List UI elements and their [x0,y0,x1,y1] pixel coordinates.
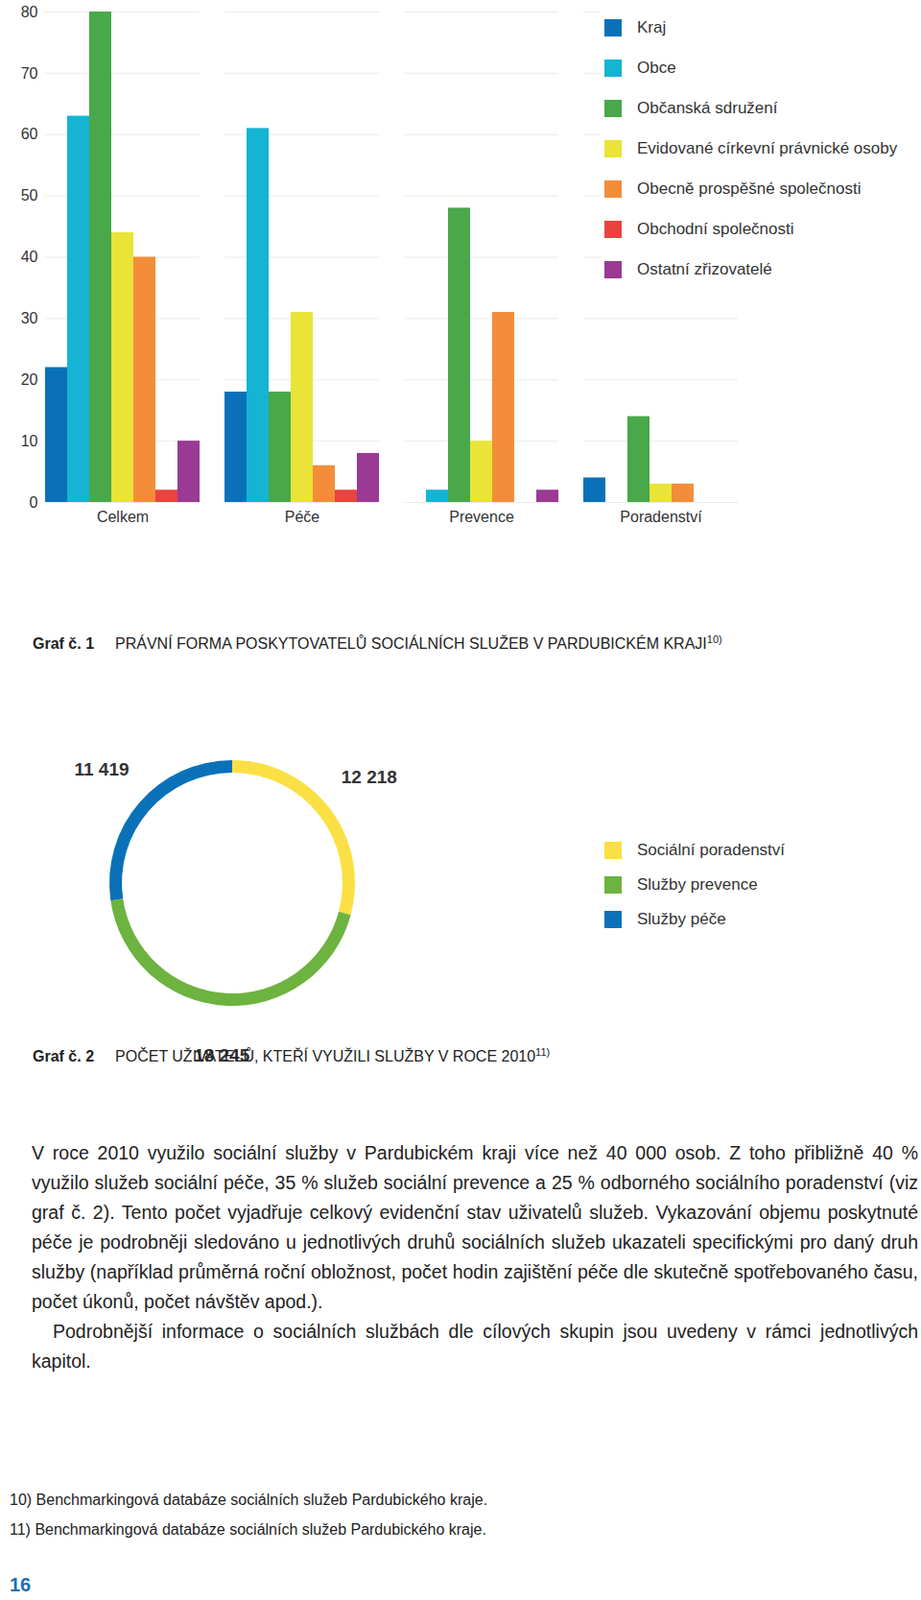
svg-text:40: 40 [21,248,39,265]
html-text:Služby péče: Služby péče [637,909,726,928]
html-text:Obchodní společnosti: Obchodní společnosti [637,219,794,238]
svg-text:30: 30 [21,309,39,327]
html-text:Evidované církevní právnické o: Evidované církevní právnické osoby [637,139,898,158]
html-text:16: 16 [9,1573,31,1595]
html-text:Ostatní zřizovatelé: Ostatní zřizovatelé [637,259,773,279]
svg-text:20: 20 [21,371,39,388]
svg-text:80: 80 [21,3,39,21]
html-text:Kraj: Kraj [637,18,666,37]
html-text:POČET UŽIVATELŮ, KTEŘÍ VYUŽILI: POČET UŽIVATELŮ, KTEŘÍ VYUŽILI SLUŽBY V … [115,1047,536,1065]
html-text:PRÁVNÍ FORMA POSKYTOVATELŮ SOC: PRÁVNÍ FORMA POSKYTOVATELŮ SOCIÁLNÍCH SL… [115,633,723,652]
html-text:11): 11) [535,1045,550,1058]
html-text:Občanská sdružení: Občanská sdružení [637,98,778,118]
svg-text:10: 10 [21,432,39,449]
html-text:12 218: 12 218 [341,766,398,788]
svg-text:Prevence: Prevence [448,508,515,525]
svg-text:Péče: Péče [284,508,321,525]
html-text:Obce: Obce [637,58,676,77]
html-text:10) Benchmarkingová databáze s: 10) Benchmarkingová databáze sociálních … [9,1490,488,1508]
html-text:V roce 2010 využilo sociální s: V roce 2010 využilo sociální služby v Pa… [31,1141,919,1312]
svg-text:Celkem: Celkem [96,508,149,525]
html-text:Graf č. 2: Graf č. 2 [32,1047,95,1065]
svg-text:0: 0 [29,494,39,511]
html-text:Podrobnější informace o sociál: Podrobnější informace o sociálních služb… [31,1320,919,1371]
html-text:Obecně prospěšné společnosti: Obecně prospěšné společnosti [637,179,861,198]
svg-text:Poradenství: Poradenství [619,508,703,525]
svg-text:70: 70 [21,64,39,81]
html-text:18 245: 18 245 [193,1044,250,1065]
svg-text:60: 60 [21,125,39,142]
html-text:11) Benchmarkingová databáze s: 11) Benchmarkingová databáze sociálních … [9,1520,487,1537]
svg-text:50: 50 [21,187,39,204]
html-text:11 419: 11 419 [74,758,130,780]
html-text:Služby prevence: Služby prevence [637,874,758,894]
html-text:Graf č. 1: Graf č. 1 [32,635,95,652]
html-text:Sociální poradenství: Sociální poradenství [637,840,785,859]
